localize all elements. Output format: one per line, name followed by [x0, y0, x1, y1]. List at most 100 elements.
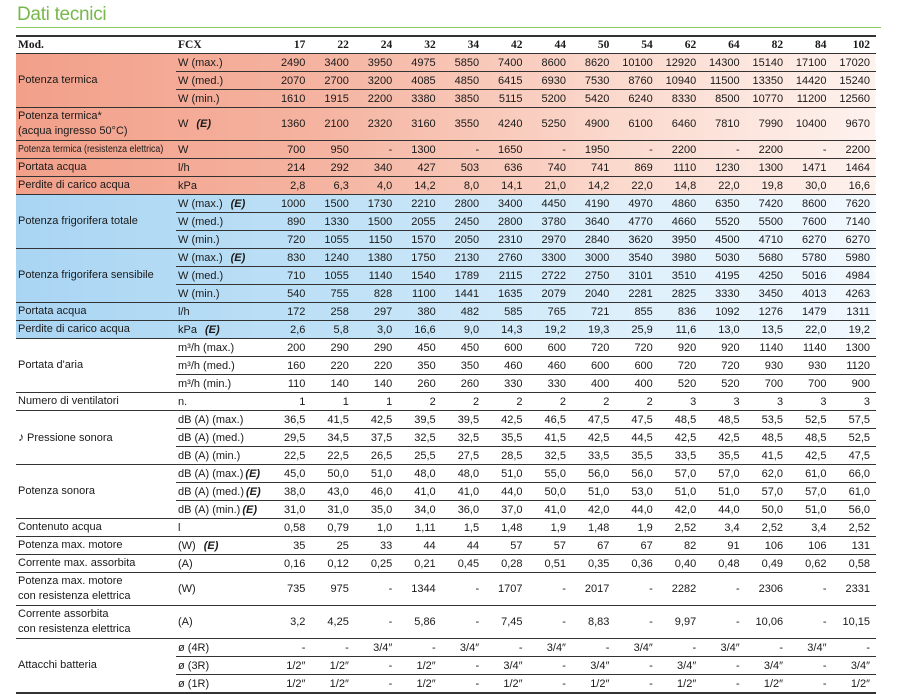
- value-cell: -: [615, 605, 659, 639]
- value-cell: 600: [485, 338, 529, 357]
- value-cell: 5680: [745, 248, 790, 267]
- value-cell: 2,8: [268, 176, 312, 195]
- unit-cell: kPa (E): [176, 320, 268, 339]
- value-cell: 35: [268, 536, 312, 555]
- value-cell: 1479: [789, 302, 833, 321]
- value-cell: 2115: [485, 266, 529, 285]
- eurovent-note: (E): [230, 197, 246, 210]
- value-cell: 10100: [615, 53, 659, 72]
- value-cell: 2320: [354, 107, 399, 141]
- value-cell: 15140: [745, 53, 790, 72]
- value-cell: 1/2″: [485, 674, 529, 694]
- value-cell: 61,0: [789, 464, 833, 483]
- value-cell: 330: [528, 374, 572, 393]
- value-cell: 1/2″: [571, 674, 616, 694]
- row-group-label: Portata acqua: [16, 158, 176, 177]
- unit-label: ø (4R): [178, 641, 210, 654]
- value-cell: 2282: [658, 572, 703, 606]
- value-cell: -: [441, 656, 486, 675]
- value-cell: 41,0: [528, 500, 572, 519]
- value-cell: 8620: [571, 53, 616, 72]
- unit-cell: W (max.): [176, 53, 268, 72]
- value-cell: -: [745, 638, 790, 657]
- value-cell: 31,0: [311, 500, 355, 519]
- value-cell: -: [354, 674, 399, 694]
- value-cell: 1: [311, 392, 355, 411]
- value-cell: 0,12: [311, 554, 355, 573]
- value-cell: 22,5: [268, 446, 312, 465]
- value-cell: -: [571, 638, 616, 657]
- unit-cell: dB (A) (med.): [176, 428, 268, 447]
- value-cell: 3400: [485, 194, 529, 213]
- value-cell: 400: [571, 374, 616, 393]
- value-cell: 200: [268, 338, 312, 357]
- value-cell: 2970: [528, 230, 572, 249]
- value-cell: 36,0: [441, 500, 486, 519]
- unit-cell: kPa: [176, 176, 268, 195]
- value-cell: 6415: [485, 71, 529, 90]
- unit-cell: dB (A) (max.): [176, 410, 268, 429]
- technical-data-table: Mod. FCX 17 22 24 32 34 42 44 50 54 62 64 82 84 102 P…: [16, 35, 876, 694]
- value-cell: 4013: [789, 284, 833, 303]
- value-cell: 5780: [789, 248, 833, 267]
- value-cell: 3/4″: [832, 656, 876, 675]
- value-cell: 62,0: [745, 464, 790, 483]
- value-cell: 3: [789, 392, 833, 411]
- value-cell: 6100: [615, 107, 659, 141]
- value-cell: 4190: [571, 194, 616, 213]
- table-row: Potenza termica (resistenza elettrica) W 7…: [16, 140, 876, 159]
- value-cell: 735: [268, 572, 312, 606]
- value-cell: -: [528, 656, 572, 675]
- unit-cell: W (min.): [176, 230, 268, 249]
- eurovent-note: (E): [196, 118, 212, 130]
- table-row: Portata acqua l/h 172 258 297 380 482 585 765 721…: [16, 302, 876, 321]
- unit-cell: W (E): [176, 107, 268, 141]
- value-cell: 1,9: [528, 518, 572, 537]
- table-row: Portata d'aria m³/h (max.) 200 290 290 450 450…: [16, 338, 876, 393]
- row-label: Potenza termica*: [18, 110, 102, 122]
- row-label: Portata acqua: [18, 305, 87, 317]
- value-cell: 25: [311, 536, 355, 555]
- value-cell: 1650: [485, 140, 529, 159]
- value-cell: 5250: [528, 107, 572, 141]
- unit-label: W (med.): [178, 215, 224, 228]
- header-model-24: 24: [354, 35, 399, 54]
- value-cell: 2700: [311, 71, 355, 90]
- table-row: dB (A) (min.) 22,5 22,5 26,5 25,5 27,5 28,5 32,…: [16, 446, 876, 465]
- value-cell: 6,3: [311, 176, 355, 195]
- value-cell: 2: [485, 392, 529, 411]
- table-row: Attacchi batteria ø (4R) - -3/4″ -3/4″ -3/4″ -…: [16, 638, 876, 694]
- value-cell: 3,4: [702, 518, 746, 537]
- value-cell: 14,8: [658, 176, 703, 195]
- value-cell: 0,25: [354, 554, 399, 573]
- value-cell: 19,8: [745, 176, 790, 195]
- value-cell: 3: [745, 392, 790, 411]
- value-cell: 131: [832, 536, 876, 555]
- value-cell: 32,5: [398, 428, 442, 447]
- value-cell: 1000: [268, 194, 312, 213]
- value-cell: 3950: [354, 53, 399, 72]
- value-cell: 3450: [745, 284, 790, 303]
- value-cell: 3980: [658, 248, 703, 267]
- value-cell: 14,1: [485, 176, 529, 195]
- value-cell: 2,52: [745, 518, 790, 537]
- value-cell: 44,0: [702, 500, 746, 519]
- value-cell: -: [615, 656, 659, 675]
- value-cell: 4500: [702, 230, 746, 249]
- value-cell: 52,5: [789, 410, 833, 429]
- value-cell: 2450: [441, 212, 486, 231]
- unit-cell: W (min.): [176, 89, 268, 108]
- table-row: Potenza max. motore con resistenza elettr…: [16, 572, 876, 606]
- unit-cell: ø (1R): [176, 674, 268, 694]
- value-cell: 9,97: [658, 605, 703, 639]
- value-cell: 4770: [615, 212, 659, 231]
- row-group-label: Numero di ventilatori: [16, 392, 176, 411]
- table-row: W (min.) 1610 1915 2200 3380 3850 5115 5200 5420…: [16, 89, 876, 108]
- value-cell: 51,0: [789, 500, 833, 519]
- row-label: Portata acqua: [18, 161, 87, 173]
- table-row: dB (A) (min.) (E) 31,0 31,0 35,0 34,0 36,0 37,0…: [16, 500, 876, 519]
- value-cell: 5030: [702, 248, 746, 267]
- row-label: Contenuto acqua: [18, 521, 102, 533]
- row-group-label: Corrente max. assorbita: [16, 554, 176, 573]
- value-cell: 56,0: [571, 464, 616, 483]
